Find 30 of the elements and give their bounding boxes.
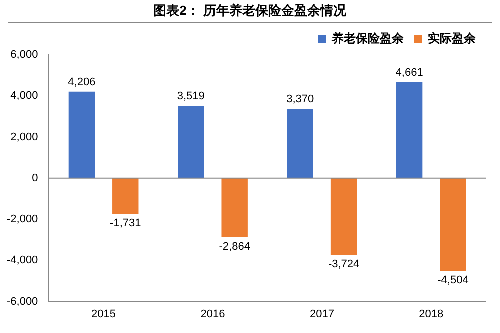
x-tick-label: 2018 (419, 308, 444, 320)
data-label: 3,519 (177, 90, 205, 103)
bar (68, 92, 96, 178)
bar (178, 106, 204, 178)
data-label: 3,370 (286, 94, 314, 106)
bar (287, 109, 314, 178)
x-tick-label: 2017 (310, 308, 334, 320)
y-tick-label: 4,000 (10, 90, 38, 102)
bar (330, 178, 358, 255)
data-label: -3,724 (328, 258, 360, 271)
x-tick-label: 2016 (200, 308, 226, 320)
y-tick-label: -6,000 (6, 296, 38, 308)
y-tick-label: -2,000 (6, 214, 38, 226)
chart-title: 图表2： 历年养老保险金盈余情况 (8, 0, 492, 23)
legend-label: 养老保险盈余 (331, 31, 405, 46)
bar (440, 178, 466, 272)
data-label: -1,731 (110, 218, 142, 230)
x-tick-label: 2015 (92, 308, 116, 320)
data-label: -4,504 (438, 274, 469, 287)
bar (222, 178, 248, 238)
data-label: -2,864 (219, 240, 250, 253)
y-tick-label: 2,000 (10, 131, 38, 144)
legend-label: 实际盈余 (428, 31, 477, 46)
y-tick-label: 0 (32, 172, 38, 184)
data-label: 4,661 (396, 67, 424, 80)
bar (396, 82, 423, 178)
data-label: 4,206 (68, 76, 96, 88)
bar (112, 178, 139, 214)
y-tick-label: -4,000 (6, 254, 38, 267)
y-tick-label: 6,000 (10, 49, 38, 62)
